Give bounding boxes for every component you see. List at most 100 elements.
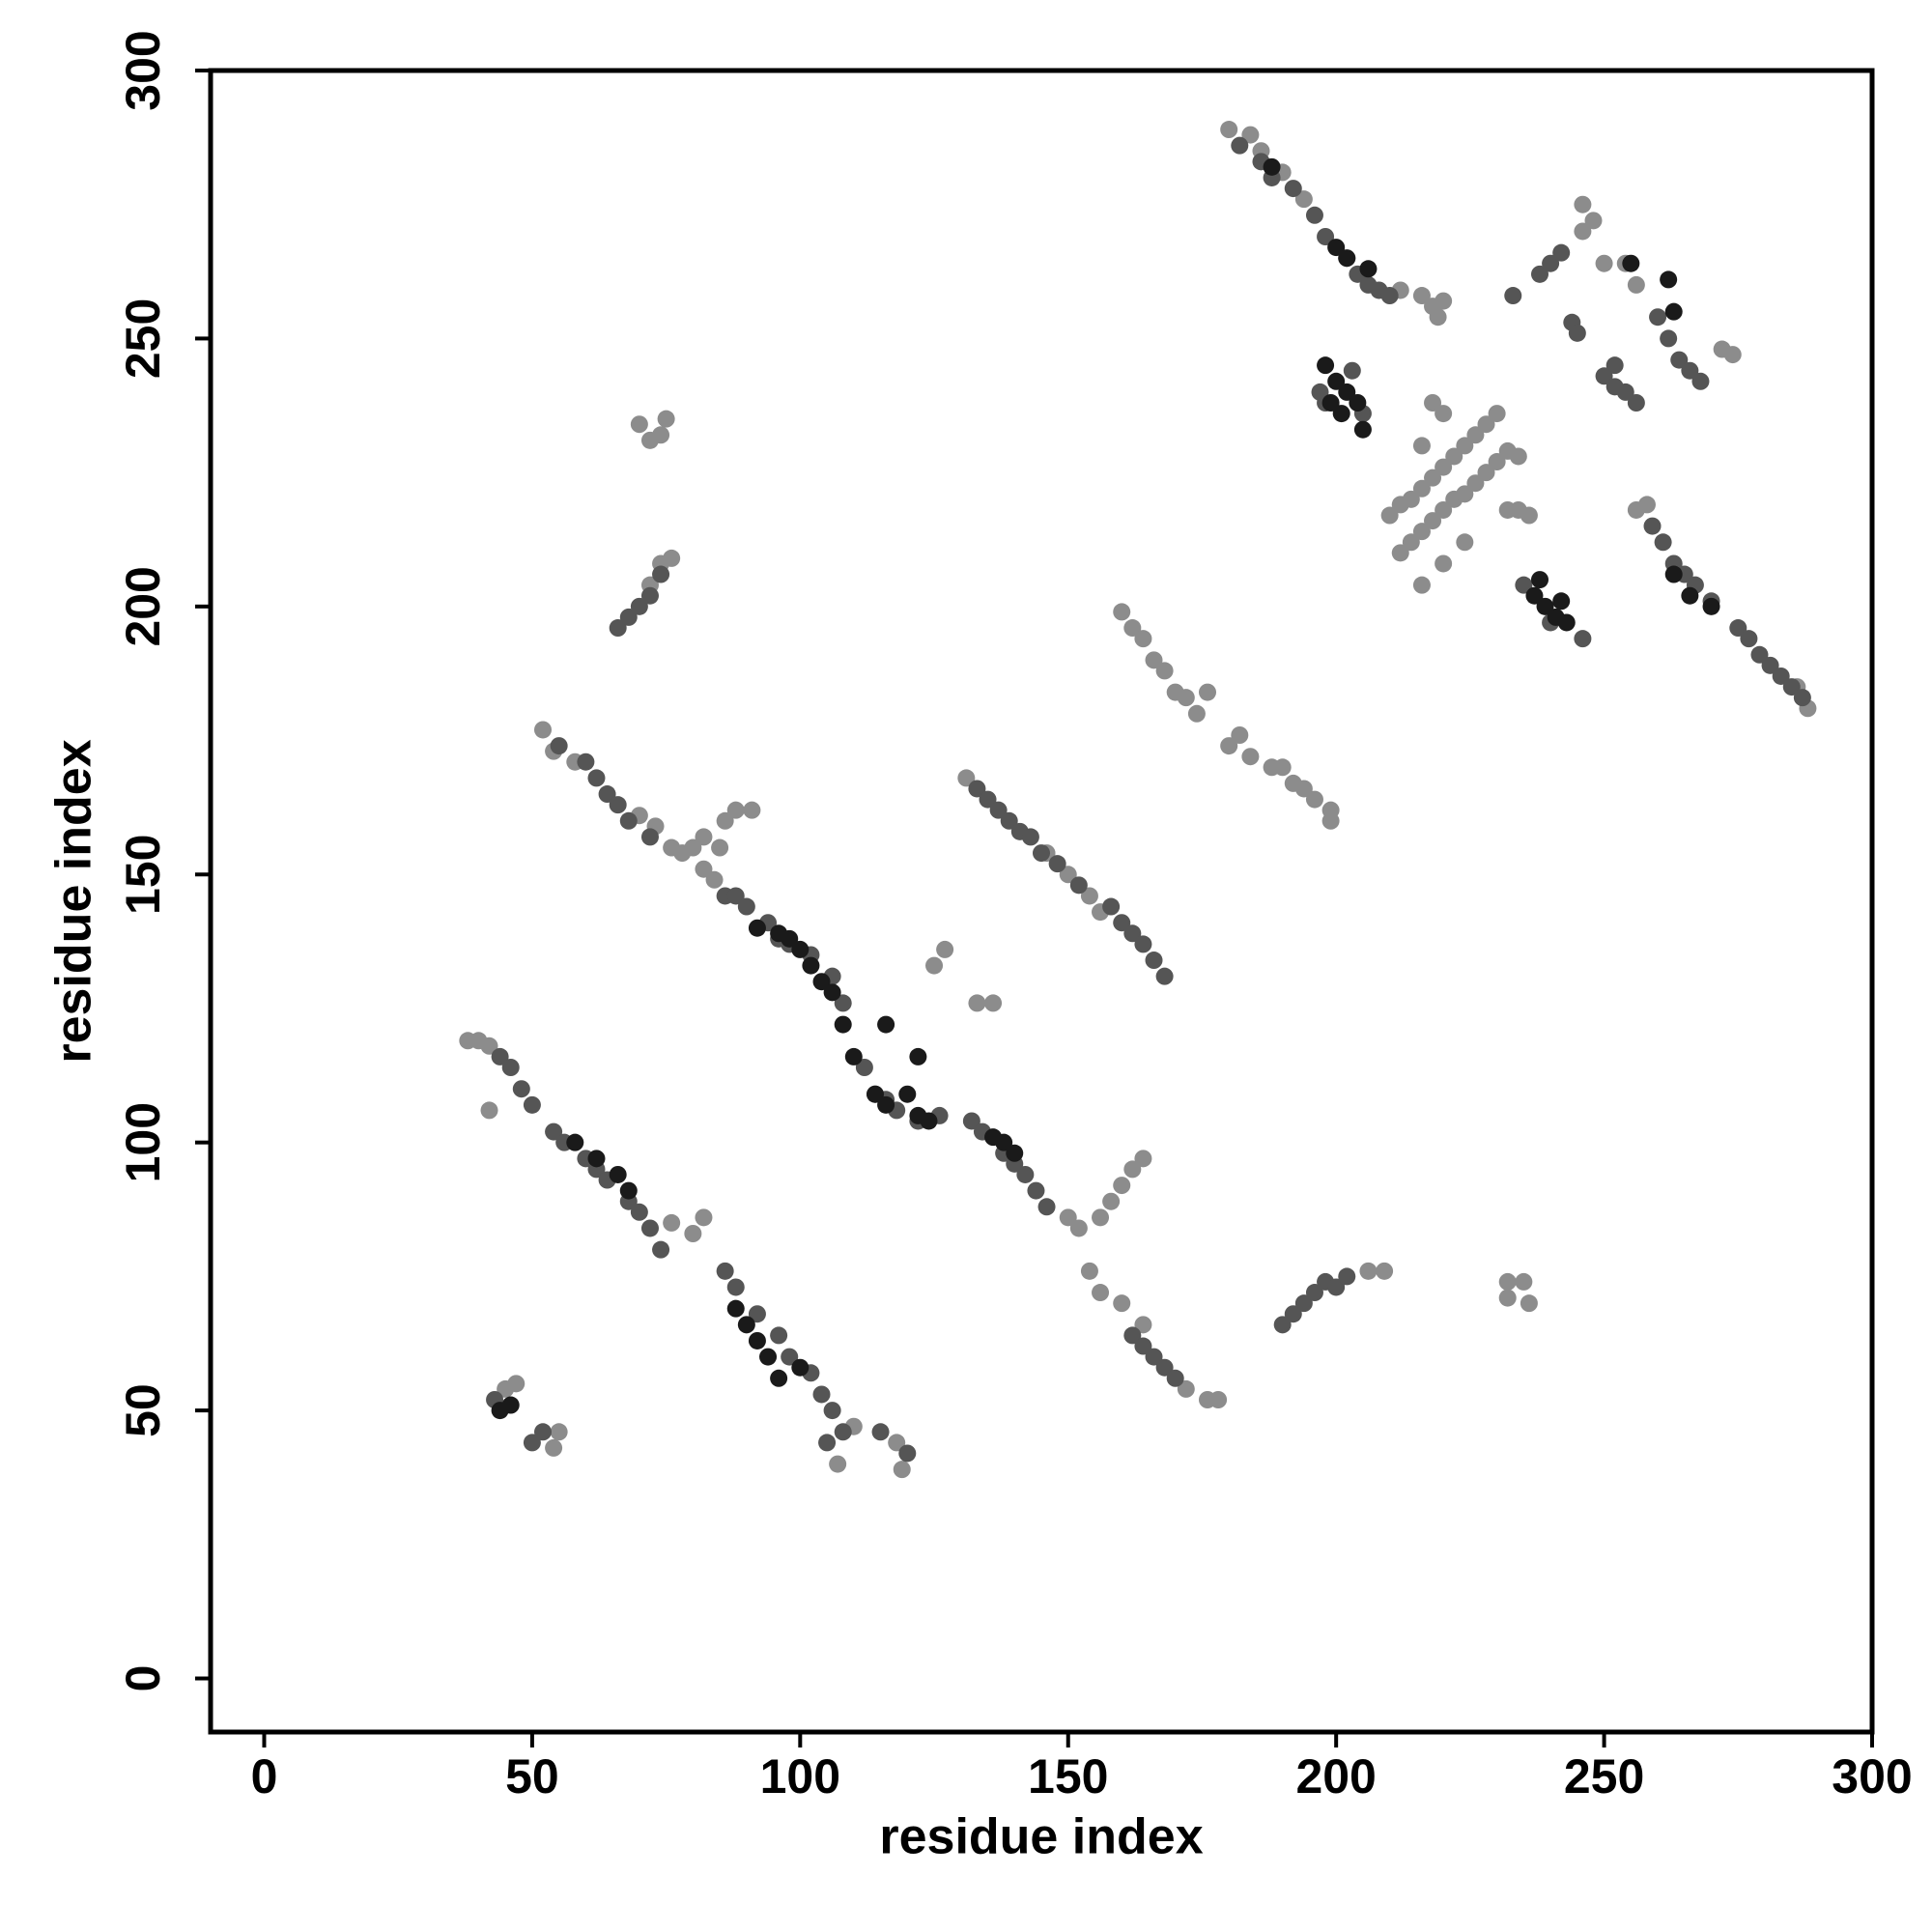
point (1424, 512, 1442, 530)
point (1627, 275, 1645, 294)
point (630, 415, 648, 434)
point (716, 1262, 734, 1280)
point (1412, 437, 1431, 455)
point (748, 1331, 766, 1350)
point (1488, 405, 1506, 423)
point (1402, 533, 1420, 552)
point (1134, 1316, 1152, 1334)
point (1166, 1369, 1184, 1387)
point (640, 586, 659, 605)
point (1574, 195, 1592, 213)
point (512, 1080, 530, 1098)
point (523, 1434, 541, 1452)
point (1412, 576, 1431, 594)
x-tick-label: 250 (1564, 1749, 1644, 1804)
point (962, 1112, 980, 1130)
point (1412, 287, 1431, 305)
point (726, 1299, 745, 1318)
point (1498, 1272, 1517, 1291)
point (812, 1385, 831, 1404)
x-tick-label: 300 (1832, 1749, 1912, 1804)
point (1000, 811, 1018, 830)
point (1660, 329, 1678, 348)
point (1327, 372, 1346, 390)
point (1772, 667, 1790, 685)
point (1353, 420, 1372, 439)
point (1273, 758, 1292, 777)
point (1429, 308, 1447, 327)
point (898, 1085, 917, 1103)
point (1391, 544, 1409, 562)
point (1241, 126, 1260, 144)
point (1574, 222, 1592, 241)
point (507, 1375, 526, 1393)
point (1574, 630, 1592, 648)
point (1605, 356, 1624, 375)
point (684, 1225, 702, 1242)
point (657, 410, 675, 428)
point (501, 1396, 520, 1414)
point (695, 828, 713, 846)
point (791, 940, 810, 958)
point (1294, 1294, 1313, 1313)
x-tick-label: 100 (760, 1749, 840, 1804)
point (1317, 356, 1335, 375)
point (1660, 270, 1678, 289)
point (663, 549, 681, 567)
point (1069, 1219, 1088, 1237)
y-tick-label: 200 (116, 566, 170, 646)
point (1123, 619, 1142, 638)
point (711, 838, 729, 857)
point (1155, 1358, 1174, 1377)
point (1134, 630, 1152, 648)
point (781, 929, 799, 948)
point (640, 1219, 659, 1237)
point (1102, 897, 1121, 916)
point (577, 753, 595, 771)
point (640, 828, 659, 846)
point (1445, 447, 1463, 466)
point (1376, 1262, 1394, 1280)
point (1681, 586, 1699, 605)
point (1552, 592, 1571, 611)
point (1145, 952, 1163, 970)
point (1605, 378, 1624, 396)
point (684, 838, 702, 857)
point (609, 796, 627, 814)
point (695, 1208, 713, 1227)
point (534, 1423, 552, 1441)
point (1456, 437, 1474, 455)
point (1113, 1177, 1131, 1195)
point (791, 1358, 810, 1377)
point (1761, 656, 1779, 674)
point (609, 619, 627, 638)
plot-frame (208, 68, 1875, 1735)
point (1664, 565, 1683, 583)
point (1059, 1208, 1077, 1227)
point (743, 801, 761, 819)
point (1504, 287, 1522, 305)
point (1177, 1379, 1195, 1398)
point (1321, 811, 1340, 830)
point (898, 1444, 917, 1463)
point (1134, 1150, 1152, 1168)
point (781, 1348, 799, 1366)
point (1263, 157, 1281, 176)
point (1155, 967, 1174, 985)
point (1294, 190, 1313, 209)
point (1782, 678, 1801, 696)
point (1273, 1316, 1292, 1334)
point (1595, 367, 1613, 385)
point (1021, 828, 1039, 846)
point (1750, 645, 1769, 664)
point (920, 1112, 938, 1130)
point (812, 973, 831, 991)
point (1033, 844, 1050, 863)
point (968, 994, 986, 1012)
point (1113, 914, 1131, 932)
point (1515, 1272, 1533, 1291)
point (1424, 394, 1442, 412)
point (1338, 249, 1356, 268)
point (1359, 260, 1378, 278)
point (995, 1133, 1013, 1151)
